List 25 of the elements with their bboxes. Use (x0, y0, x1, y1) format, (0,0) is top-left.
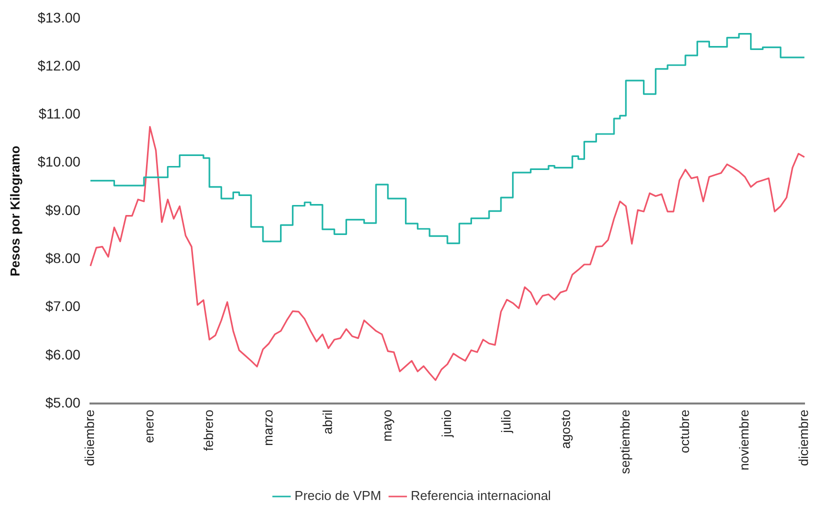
legend-label: Precio de VPM (294, 488, 382, 504)
x-tick-label: marzo (260, 410, 276, 446)
y-tick-label: $13.00 (38, 9, 81, 26)
y-tick-label: $7.00 (45, 298, 81, 314)
y-tick-label: $8.00 (45, 250, 81, 266)
y-tick-label: $10.00 (38, 154, 81, 170)
x-tick-label: agosto (558, 410, 573, 449)
x-tick-label: septiembre (617, 410, 632, 474)
y-axis-title: Pesos por Kilogramo (7, 146, 22, 276)
x-tick-label: abril (320, 410, 335, 434)
x-tick-label: octubre (676, 410, 692, 454)
y-tick-label: $11.00 (38, 106, 81, 122)
y-tick-label: $5.00 (45, 394, 81, 411)
legend-label: Referencia internacional (410, 488, 552, 504)
y-tick-label: $9.00 (45, 202, 81, 218)
y-tick-label: $12.00 (38, 57, 81, 74)
x-tick-label: enero (141, 410, 156, 443)
x-tick-label: junio (438, 410, 454, 438)
x-tick-label: febrero (200, 410, 216, 451)
x-tick-label: noviembre (736, 410, 752, 470)
x-tick-label: julio (498, 410, 514, 434)
x-tick-label: diciembre (82, 410, 97, 466)
x-tick-label: diciembre (796, 410, 811, 466)
x-tick-label: mayo (379, 410, 394, 442)
y-tick-label: $6.00 (45, 346, 81, 362)
